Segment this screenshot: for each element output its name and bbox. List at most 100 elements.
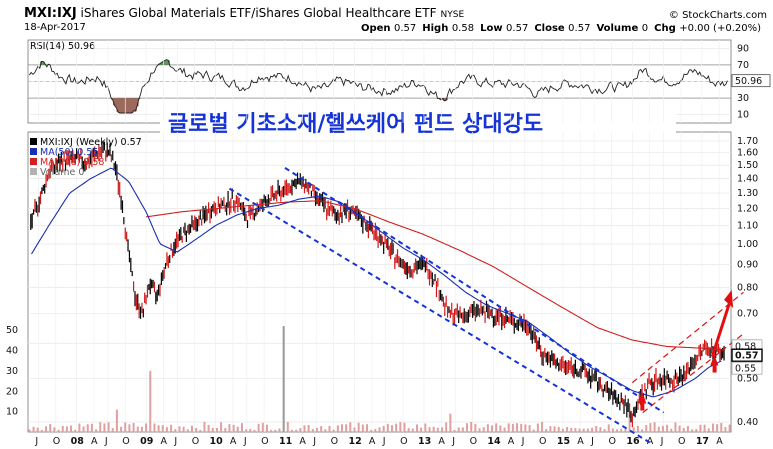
volume-bar <box>95 429 98 432</box>
x-tick-label: A <box>299 436 306 447</box>
volume-bar <box>703 424 706 432</box>
volume-bar <box>332 429 335 432</box>
volume-bar <box>666 424 669 432</box>
volume-bar <box>374 428 377 432</box>
rsi-tick-label: 90 <box>737 43 749 54</box>
legend-entry: Volume 0 <box>40 167 84 178</box>
volume-bar <box>145 423 148 432</box>
x-tick-label: J <box>521 436 525 447</box>
volume-bar <box>582 428 585 432</box>
volume-bar <box>203 421 206 432</box>
volume-bar <box>174 429 177 432</box>
annotation-title: 글로벌 기초소재/헬쓰케어 펀드 상대강도 <box>168 112 543 137</box>
volume-bar <box>603 429 606 432</box>
volume-bar <box>707 428 710 432</box>
volume-bar <box>99 422 102 432</box>
volume-bar <box>170 424 173 432</box>
breakout-arrow-head <box>724 289 734 308</box>
volume-bar <box>586 428 589 432</box>
downtrend-channel-line <box>284 167 665 414</box>
ma50-line <box>31 167 722 398</box>
volume-bar <box>636 425 639 432</box>
price-tick-label: 1.40 <box>737 174 758 185</box>
volume-bar <box>720 422 723 432</box>
volume-bar <box>661 425 664 432</box>
volume-bar <box>261 422 264 432</box>
volume-bar <box>711 423 714 432</box>
volume-bar <box>295 429 298 432</box>
x-tick-label: A <box>438 436 445 447</box>
chart-name: iShares Global Materials ETF/iShares Glo… <box>80 6 437 20</box>
volume-bar <box>190 425 193 432</box>
uptrend-channel-line <box>642 333 744 414</box>
quote-value: 0.57 <box>568 23 591 34</box>
downtrend-channel-line <box>228 187 651 444</box>
x-tick-label: O <box>678 436 685 447</box>
volume-bar <box>445 422 448 432</box>
volume-bar <box>611 428 614 432</box>
volume-bar <box>115 409 118 432</box>
volume-bar <box>461 427 464 432</box>
volume-bar <box>591 427 594 432</box>
volume-bar <box>182 426 185 432</box>
volume-bar <box>682 427 685 432</box>
x-tick-label: 17 <box>696 436 709 447</box>
volume-bar <box>349 422 352 432</box>
price-tick-label: 1.30 <box>737 188 758 199</box>
rsi-tick-label: 10 <box>737 110 749 121</box>
volume-bar <box>474 423 477 432</box>
volume-bar <box>90 423 93 432</box>
x-tick-label: 15 <box>557 436 570 447</box>
volume-bar <box>65 426 68 432</box>
volume-bar <box>553 426 556 432</box>
x-tick-label: O <box>331 436 338 447</box>
ma200-line <box>146 200 722 351</box>
volume-bar <box>545 429 548 432</box>
volume-bar <box>561 428 564 432</box>
volume-bar <box>353 427 356 432</box>
volume-bar <box>178 426 181 432</box>
legend-entry: MA(200) 0.58 <box>40 157 104 168</box>
chart-header: MXI:IXJ iShares Global Materials ETF/iSh… <box>0 0 773 34</box>
x-tick-label: J <box>451 436 455 447</box>
last-value-box <box>731 348 763 362</box>
price-tick-label: 0.70 <box>737 308 758 319</box>
x-tick-label: 16 <box>626 436 640 447</box>
volume-bar <box>161 425 164 432</box>
volume-bar <box>691 429 694 432</box>
quote-value: +0.00 (+0.20%) <box>679 23 761 34</box>
volume-bar <box>28 429 31 432</box>
rsi-last-label: 50.96 <box>735 76 762 87</box>
volume-bar <box>240 423 243 432</box>
volume-bar <box>670 428 673 432</box>
x-tick-label: J <box>243 436 247 447</box>
volume-bar <box>491 425 494 432</box>
volume-bar <box>507 423 510 432</box>
chart-date: 18-Apr-2017 <box>24 22 86 33</box>
volume-bar <box>245 429 248 432</box>
legend-entry: MA(50) 0.55 <box>40 147 98 158</box>
volume-bar <box>524 424 527 432</box>
volume-bar <box>403 422 406 432</box>
quote-value: 0.58 <box>451 23 475 34</box>
x-tick-label: O <box>192 436 199 447</box>
volume-bar <box>149 370 152 432</box>
volume-bar <box>557 426 560 432</box>
volume-bar <box>315 427 318 432</box>
price-tick-label: 0.50 <box>737 374 758 385</box>
volume-bar <box>282 326 285 432</box>
volume-bar <box>140 426 143 432</box>
volume-bar <box>70 425 73 432</box>
volume-bar <box>532 429 535 432</box>
volume-bar <box>220 422 223 432</box>
volume-tick-label: 30 <box>6 366 18 377</box>
volume-bar <box>86 424 89 432</box>
x-tick-label: 11 <box>279 436 292 447</box>
volume-bar <box>695 428 698 432</box>
x-tick-label: 09 <box>140 436 153 447</box>
x-tick-label: A <box>230 436 237 447</box>
uptrend-channel-line <box>631 291 744 384</box>
volume-bar <box>536 423 539 432</box>
volume-bar <box>340 424 343 432</box>
volume-bar <box>78 423 81 432</box>
